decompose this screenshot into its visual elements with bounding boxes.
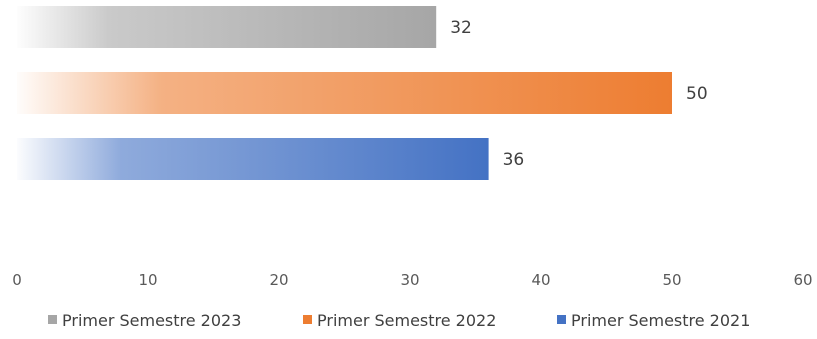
data-label: 36 [503, 150, 525, 170]
x-tick-label: 10 [138, 271, 157, 289]
legend-label: Primer Semestre 2022 [317, 311, 496, 330]
x-tick-label: 0 [12, 271, 22, 289]
x-tick-label: 50 [662, 271, 681, 289]
x-tick-label: 60 [793, 271, 812, 289]
legend-swatch [48, 315, 57, 324]
x-tick-label: 30 [400, 271, 419, 289]
x-tick-label: 40 [531, 271, 550, 289]
bar-primer-semestre-2023 [17, 6, 436, 48]
legend-swatch [303, 315, 312, 324]
x-axis: 0 10 20 30 40 50 60 [12, 271, 812, 289]
bar-primer-semestre-2021 [17, 138, 489, 180]
data-label: 32 [450, 18, 472, 38]
legend-swatch [557, 315, 566, 324]
bar-primer-semestre-2022 [17, 72, 672, 114]
data-label: 50 [686, 84, 708, 104]
legend: Primer Semestre 2023 Primer Semestre 2022… [48, 311, 750, 330]
bars-layer [17, 6, 672, 180]
x-tick-label: 20 [269, 271, 288, 289]
legend-label: Primer Semestre 2021 [571, 311, 750, 330]
legend-label: Primer Semestre 2023 [62, 311, 241, 330]
